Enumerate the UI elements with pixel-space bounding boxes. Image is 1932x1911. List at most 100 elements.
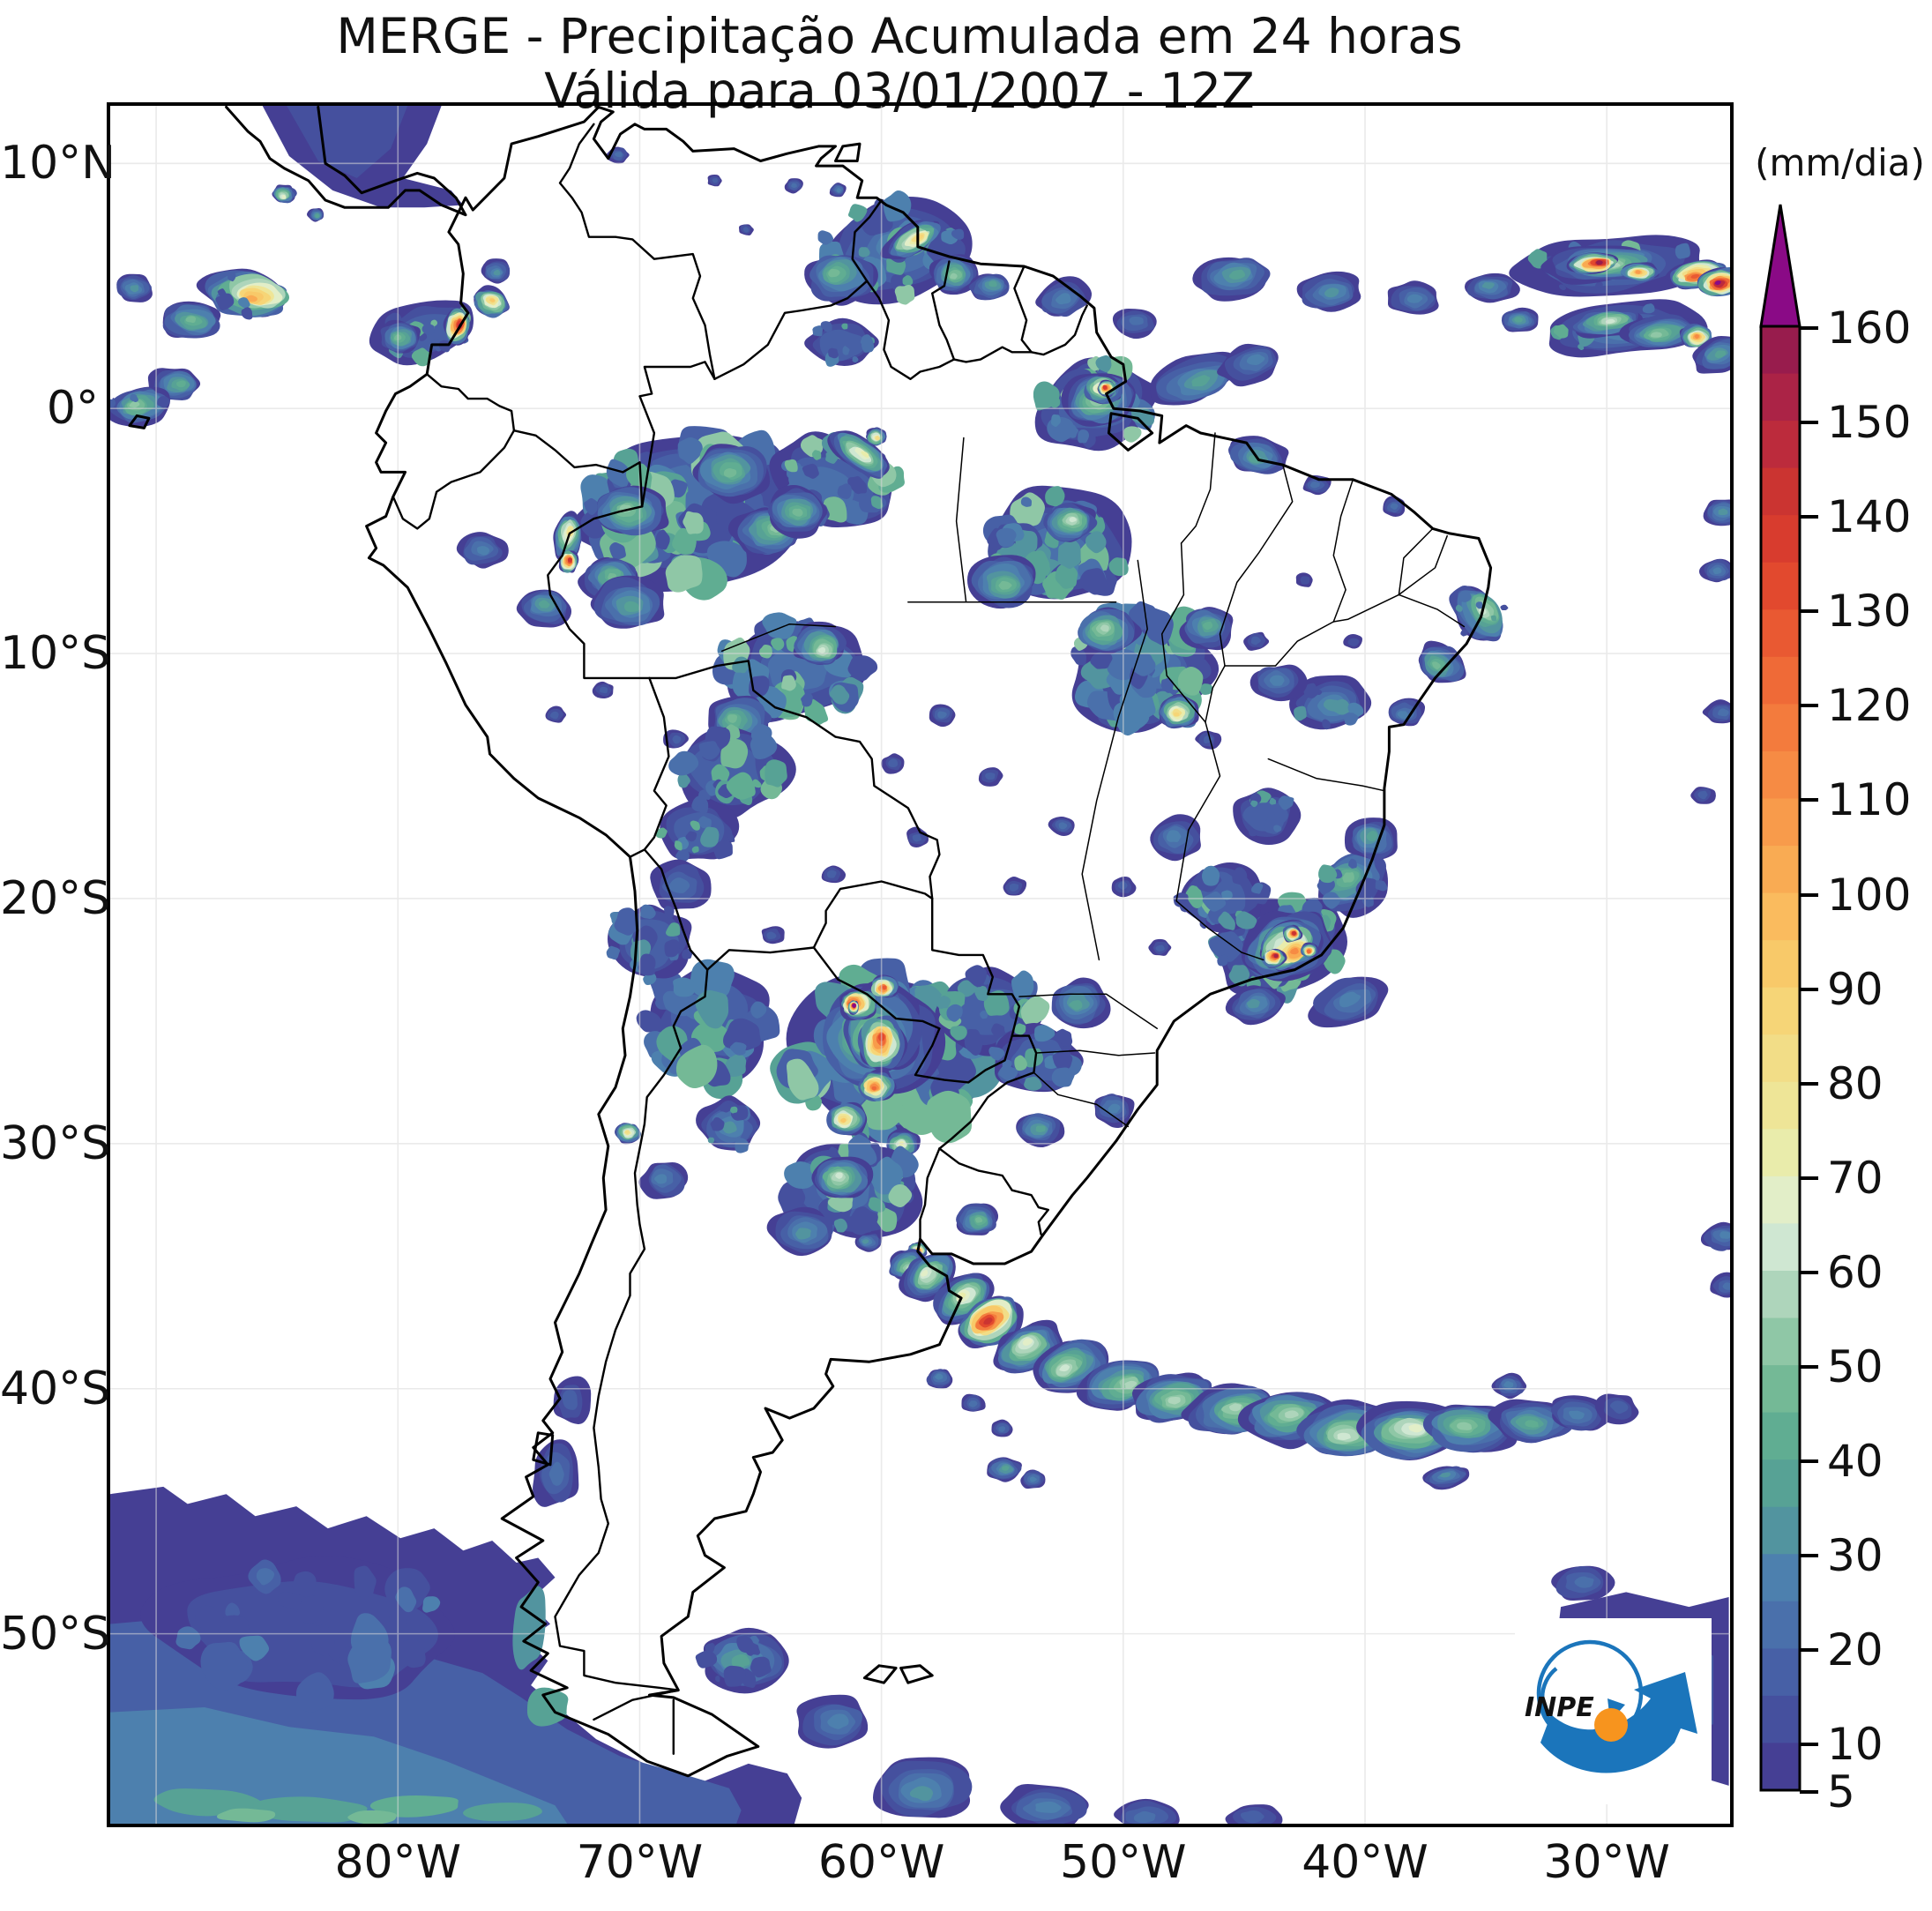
precip-cell (1102, 384, 1108, 390)
precip-speckle (1055, 564, 1078, 589)
precip-speckle (735, 1138, 749, 1153)
precip-cell (888, 758, 899, 768)
precip-speckle (1160, 677, 1174, 693)
precip-cell (493, 269, 501, 276)
lon-tick-label: 60°W (817, 1836, 945, 1889)
precip-cell (1574, 1576, 1594, 1588)
precip-speckle (950, 1026, 967, 1041)
precip-speckle (1348, 858, 1357, 869)
precip-cell (1439, 1472, 1451, 1478)
precip-speckle (584, 497, 599, 516)
precip-speckle (606, 459, 630, 488)
precip-speckle (710, 1116, 725, 1131)
colorbar-tick (1800, 987, 1818, 991)
colorbar-segment (1761, 892, 1800, 941)
coastline-path (834, 142, 862, 162)
colorbar-tick-label: 40 (1827, 1436, 1884, 1488)
precip-cell (950, 272, 958, 280)
precip-speckle (664, 939, 680, 958)
colorbar-segment (1761, 987, 1800, 1035)
precip-speckle (827, 1193, 854, 1213)
precip-speckle (1294, 705, 1307, 719)
precip-speckle (828, 1146, 839, 1158)
precip-cell (1366, 831, 1378, 841)
colorbar-tick (1800, 1459, 1818, 1464)
precip-speckle (852, 356, 859, 363)
precip-speckle (1123, 426, 1142, 443)
coastline-path (225, 105, 467, 217)
precip-speckle (1318, 864, 1338, 884)
precip-speckle (712, 840, 733, 860)
country-borders-path (558, 123, 716, 380)
precip-cell (129, 400, 140, 408)
precip-speckle (725, 1054, 747, 1078)
colorbar-segment (1761, 421, 1800, 469)
precip-speckle (1079, 568, 1108, 595)
precip-speckle (1209, 930, 1243, 962)
precip-cell (1390, 503, 1399, 510)
precip-speckle (1232, 867, 1248, 885)
chart-title-line1: MERGE - Precipitação Acumulada em 24 hor… (336, 8, 1463, 64)
precip-speckle (1177, 667, 1204, 696)
country-borders-path (593, 1689, 680, 1721)
precip-speckle (820, 321, 832, 332)
precip-speckle (296, 1594, 324, 1624)
colorbar-segment (1761, 467, 1800, 516)
precip-cell (1525, 1420, 1539, 1428)
precip-cell (624, 1130, 630, 1134)
precip-speckle (1475, 601, 1483, 609)
precip-cell (988, 280, 997, 287)
precip-cell (795, 1228, 811, 1240)
country-borders-path (938, 1147, 1049, 1235)
precip-speckle (1052, 1049, 1073, 1071)
precip-speckle (720, 1102, 733, 1113)
precip-cell (835, 1172, 843, 1179)
country-borders-path (643, 848, 709, 971)
state-borders-path (1224, 621, 1335, 667)
precip-speckle (1070, 646, 1086, 666)
precip-cell (1605, 318, 1615, 325)
precip-speckle (1303, 683, 1319, 698)
colorbar-segment (1761, 373, 1800, 422)
colorbar-segment (1761, 798, 1800, 847)
precip-speckle (974, 985, 988, 1002)
precip-speckle (700, 826, 720, 847)
precip-cell (1697, 790, 1708, 800)
precip-speckle (812, 325, 823, 337)
coastline-path (532, 1431, 555, 1467)
precip-cell (721, 1121, 737, 1134)
precip-speckle (421, 324, 435, 335)
precip-speckle (292, 1571, 317, 1597)
coastline-path (862, 1664, 898, 1684)
precip-cell (1058, 822, 1068, 830)
precip-cell (817, 646, 826, 654)
country-borders-path (554, 968, 709, 1691)
precip-speckle (745, 1650, 754, 1656)
precip-streak (347, 1810, 397, 1825)
precip-speckle (1033, 381, 1060, 411)
precip-cell (882, 985, 887, 990)
precipitation-blobs (105, 106, 1749, 1833)
coastline-path (365, 105, 1493, 1778)
inpe-logo-text: INPE (1525, 1692, 1594, 1723)
precip-cell (974, 1217, 983, 1223)
state-borders-path (1035, 1049, 1156, 1056)
precip-speckle (175, 1626, 201, 1650)
precip-cell (766, 931, 777, 940)
precip-speckle (1014, 1023, 1026, 1035)
precip-cell (1069, 1000, 1083, 1011)
precip-speckle (983, 990, 1010, 1016)
precip-speckle (225, 1602, 241, 1619)
colorbar-tick (1800, 704, 1818, 708)
precip-speckle (1343, 713, 1359, 726)
precip-cell (727, 714, 738, 723)
precip-speckle (991, 1023, 1006, 1038)
precip-speckle (1558, 284, 1567, 291)
precip-speckle (347, 1631, 392, 1683)
precip-speckle (1331, 698, 1351, 715)
precip-cell (871, 1086, 876, 1091)
precip-speckle (894, 285, 915, 305)
precip-cell (1457, 1422, 1473, 1430)
precip-speckle (430, 319, 438, 327)
